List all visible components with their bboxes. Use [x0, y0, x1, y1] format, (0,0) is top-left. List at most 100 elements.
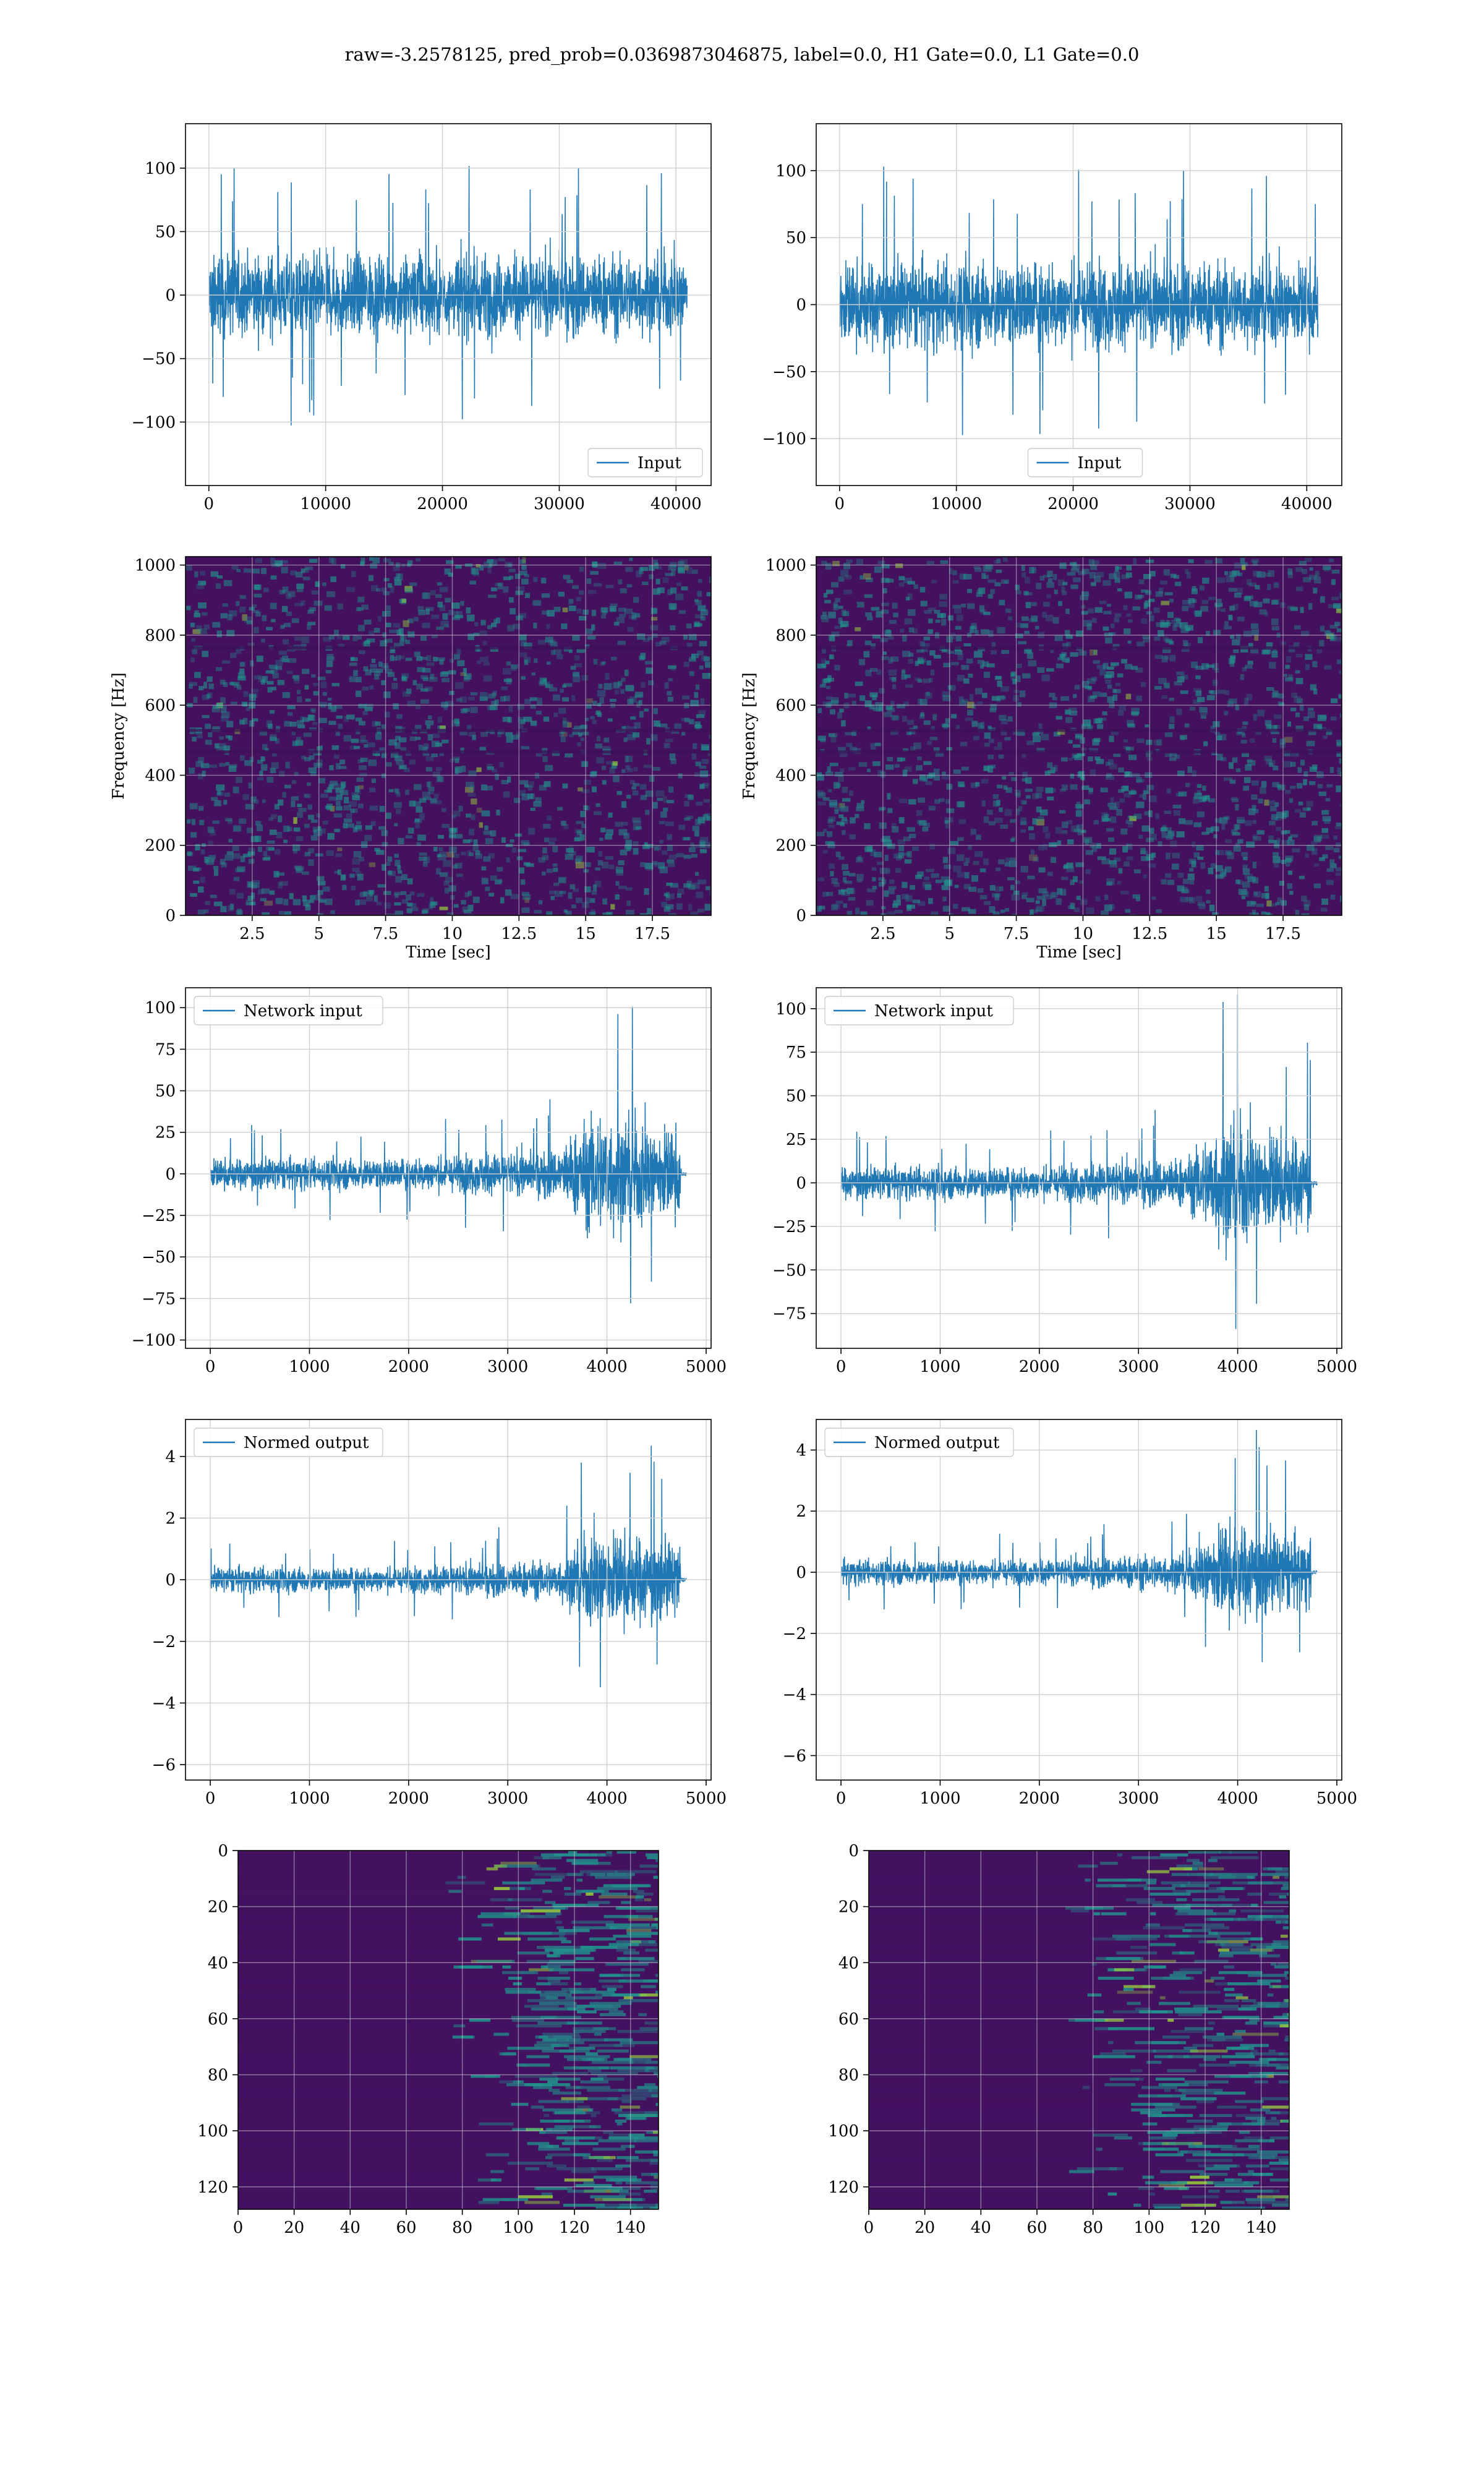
heatmap-cell: [432, 656, 438, 662]
heatmap-streak: [518, 2195, 553, 2199]
heatmap-cell: [633, 826, 640, 831]
heatmap-cell: [222, 660, 231, 664]
heatmap-cell: [210, 571, 219, 577]
heatmap-row: [238, 1957, 659, 1961]
heatmap-cell: [1316, 648, 1322, 654]
heatmap-cell: [568, 850, 576, 856]
heatmap-streak: [553, 1853, 597, 1857]
heatmap-cell: [440, 725, 446, 729]
heatmap-cell: [237, 909, 242, 915]
heatmap-cell: [1261, 911, 1266, 915]
heatmap-cell: [1200, 715, 1206, 719]
heatmap-cell: [236, 777, 242, 783]
heatmap-cell: [544, 781, 551, 787]
heatmap-cell: [493, 618, 498, 623]
heatmap-cell: [250, 892, 255, 900]
heatmap-streak: [566, 2038, 608, 2042]
heatmap-cell: [270, 768, 276, 774]
heatmap-cell: [1298, 875, 1305, 880]
heatmap-cell: [865, 612, 872, 617]
heatmap-cell: [1252, 805, 1256, 811]
heatmap-cell: [417, 893, 425, 897]
heatmap-row: [238, 2013, 659, 2016]
heatmap-cell: [839, 708, 844, 713]
x-tick-label: 3000: [487, 1358, 528, 1376]
heatmap-cell: [984, 732, 991, 739]
heatmap-cell: [436, 868, 441, 875]
x-tick-label: 120: [559, 2219, 590, 2237]
heatmap-cell: [415, 818, 420, 823]
heatmap-streak: [587, 1901, 610, 1904]
heatmap-cell: [984, 742, 990, 747]
heatmap-cell: [1109, 807, 1118, 810]
heatmap-cell: [1224, 625, 1232, 630]
heatmap-cell: [189, 768, 195, 774]
heatmap-cell: [190, 622, 195, 628]
heatmap-cell: [634, 691, 644, 698]
heatmap-cell: [1245, 764, 1252, 771]
heatmap-cell: [315, 581, 320, 587]
heatmap-cell: [310, 771, 317, 776]
heatmap-cell: [336, 763, 341, 770]
heatmap-cell: [1055, 663, 1064, 669]
heatmap-cell: [919, 820, 927, 826]
heatmap-cell: [390, 586, 394, 593]
heatmap-cell: [706, 592, 711, 597]
heatmap-cell: [961, 664, 970, 670]
heatmap-cell: [1099, 601, 1107, 604]
heatmap-cell: [888, 889, 895, 894]
heatmap-streak: [1247, 2201, 1289, 2204]
heatmap-cell: [1009, 771, 1014, 776]
heatmap-cell: [1268, 570, 1274, 577]
heatmap-cell: [445, 701, 454, 707]
heatmap-cell: [276, 872, 284, 876]
heatmap-cell: [869, 692, 878, 698]
heatmap-cell: [334, 828, 340, 833]
heatmap-streak: [1270, 1963, 1277, 1966]
heatmap-cell: [339, 766, 347, 769]
heatmap-cell: [1341, 893, 1342, 900]
heatmap-cell: [971, 623, 977, 629]
heatmap-cell: [705, 662, 711, 668]
heatmap-cell: [843, 562, 851, 570]
heatmap-cell: [942, 724, 950, 728]
heatmap-cell: [1052, 696, 1057, 701]
heatmap-streak: [589, 2044, 623, 2047]
heatmap-cell: [528, 828, 535, 835]
heatmap-streak: [654, 2175, 659, 2179]
heatmap-cell: [326, 850, 334, 857]
heatmap-cell: [676, 893, 681, 898]
heatmap-row: [869, 1985, 1289, 1988]
heatmap-cell: [1306, 800, 1313, 807]
heatmap-cell: [819, 905, 825, 910]
heatmap-cell: [1090, 695, 1098, 699]
heatmap-cell: [507, 625, 514, 631]
heatmap-row: [869, 1963, 1289, 1966]
heatmap-cell: [958, 696, 964, 701]
heatmap-cell: [249, 901, 256, 905]
heatmap-streak: [517, 1951, 550, 1955]
heatmap-cell: [1193, 797, 1199, 804]
heatmap-cell: [625, 755, 629, 763]
heatmap-cell: [940, 618, 947, 626]
heatmap-cell: [491, 622, 497, 627]
heatmap-cell: [497, 867, 503, 871]
heatmap-streak: [1269, 1915, 1289, 1919]
heatmap-cell: [1158, 841, 1162, 847]
heatmap-row: [238, 1878, 659, 1882]
heatmap-cell: [1285, 858, 1292, 863]
heatmap-cell: [699, 837, 709, 843]
heatmap-cell: [866, 768, 871, 773]
heatmap-cell: [1045, 833, 1051, 839]
heatmap-cell: [1045, 787, 1054, 794]
heatmap-cell: [885, 706, 893, 710]
heatmap-cell: [548, 687, 558, 691]
heatmap-cell: [560, 688, 564, 693]
heatmap-streak: [575, 2047, 595, 2050]
heatmap-cell: [568, 606, 576, 611]
heatmap-cell: [294, 771, 299, 776]
heatmap-cell: [619, 614, 626, 618]
heatmap-streak: [1282, 2013, 1289, 2016]
heatmap-cell: [981, 629, 989, 635]
heatmap-cell: [997, 680, 1002, 687]
